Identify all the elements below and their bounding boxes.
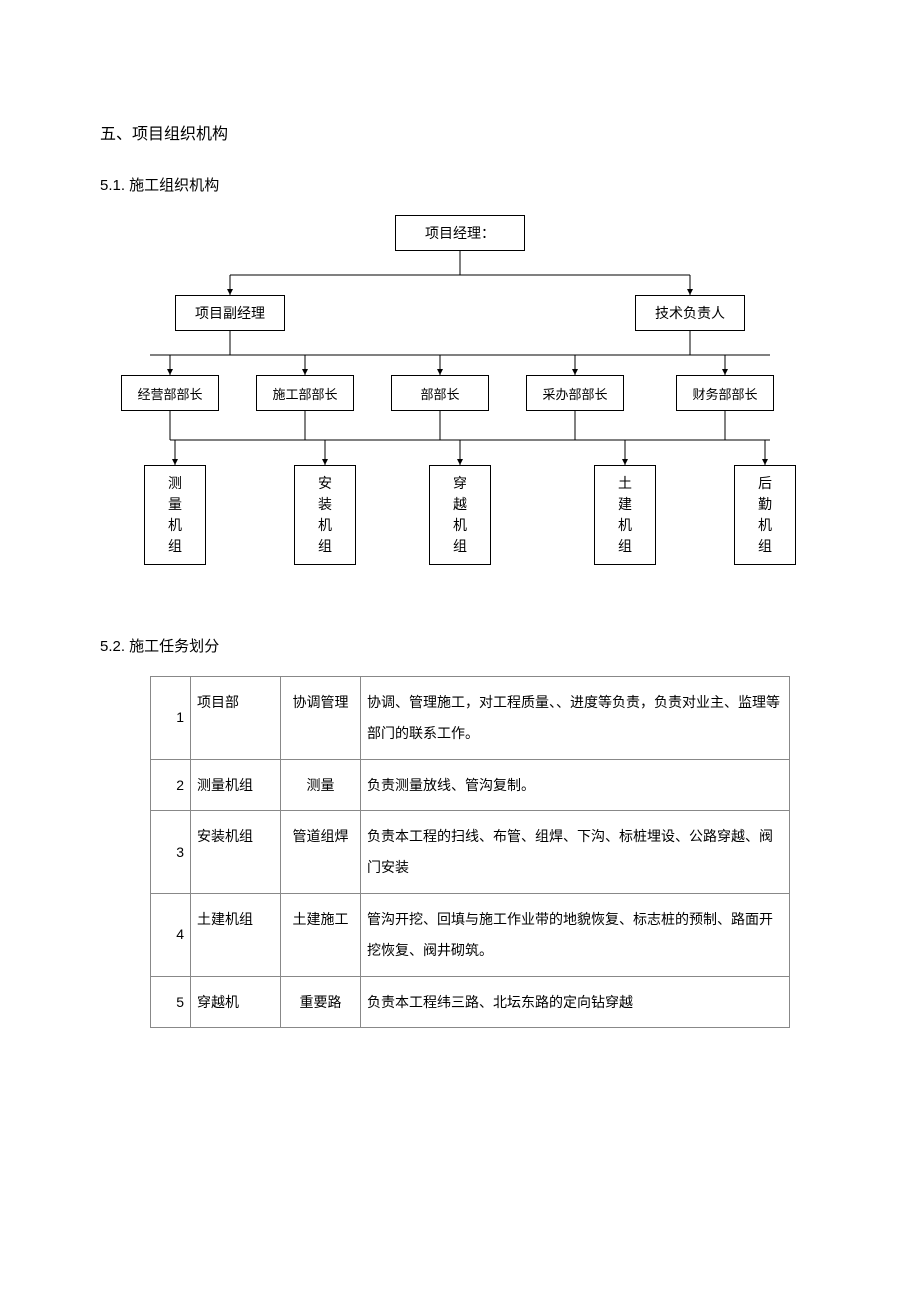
cell-desc: 负责测量放线、管沟复制。 <box>361 759 790 811</box>
cell-desc: 管沟开挖、回填与施工作业带的地貌恢复、标志桩的预制、路面开挖恢复、阀井砌筑。 <box>361 893 790 976</box>
cell-dept: 安装机组 <box>191 811 281 894</box>
node-dept-4: 财务部部长 <box>676 375 774 411</box>
node-tech-lead: 技术负责人 <box>635 295 745 331</box>
table-row: 2测量机组测量负责测量放线、管沟复制。 <box>151 759 790 811</box>
cell-dept: 测量机组 <box>191 759 281 811</box>
table-row: 3安装机组管道组焊负责本工程的扫线、布管、组焊、下沟、标桩埋设、公路穿越、阀门安… <box>151 811 790 894</box>
cell-num: 3 <box>151 811 191 894</box>
node-team-3: 土建机组 <box>594 465 656 565</box>
task-table: 1项目部协调管理协调、管理施工，对工程质量、、进度等负责，负责对业主、监理等部门… <box>150 676 790 1028</box>
section-heading: 五、项目组织机构 <box>100 120 820 144</box>
cell-desc: 负责本工程的扫线、布管、组焊、下沟、标桩埋设、公路穿越、阀门安装 <box>361 811 790 894</box>
node-dept-1: 施工部部长 <box>256 375 354 411</box>
table-row: 1项目部协调管理协调、管理施工，对工程质量、、进度等负责，负责对业主、监理等部门… <box>151 677 790 760</box>
node-dept-3: 采办部部长 <box>526 375 624 411</box>
cell-num: 5 <box>151 976 191 1028</box>
cell-desc: 负责本工程纬三路、北坛东路的定向钻穿越 <box>361 976 790 1028</box>
node-dept-0: 经营部部长 <box>121 375 219 411</box>
cell-role: 重要路 <box>281 976 361 1028</box>
org-chart: 项目经理： 项目副经理 技术负责人 经营部部长 施工部部长 部部长 采办部部长 … <box>100 215 820 595</box>
cell-role: 管道组焊 <box>281 811 361 894</box>
node-deputy-manager: 项目副经理 <box>175 295 285 331</box>
cell-dept: 项目部 <box>191 677 281 760</box>
node-team-2: 穿越机组 <box>429 465 491 565</box>
node-team-0: 测量机组 <box>144 465 206 565</box>
cell-dept: 穿越机 <box>191 976 281 1028</box>
subsection-heading-2: 5.2. 施工任务划分 <box>100 635 820 656</box>
cell-role: 测量 <box>281 759 361 811</box>
cell-role: 土建施工 <box>281 893 361 976</box>
cell-num: 2 <box>151 759 191 811</box>
subsection-heading-1: 5.1. 施工组织机构 <box>100 174 820 195</box>
node-project-manager: 项目经理： <box>395 215 525 251</box>
cell-dept: 土建机组 <box>191 893 281 976</box>
cell-num: 4 <box>151 893 191 976</box>
node-dept-2: 部部长 <box>391 375 489 411</box>
node-team-4: 后勤机组 <box>734 465 796 565</box>
node-team-1: 安装机组 <box>294 465 356 565</box>
cell-role: 协调管理 <box>281 677 361 760</box>
table-row: 5穿越机重要路负责本工程纬三路、北坛东路的定向钻穿越 <box>151 976 790 1028</box>
cell-num: 1 <box>151 677 191 760</box>
cell-desc: 协调、管理施工，对工程质量、、进度等负责，负责对业主、监理等部门的联系工作。 <box>361 677 790 760</box>
table-row: 4土建机组土建施工管沟开挖、回填与施工作业带的地貌恢复、标志桩的预制、路面开挖恢… <box>151 893 790 976</box>
